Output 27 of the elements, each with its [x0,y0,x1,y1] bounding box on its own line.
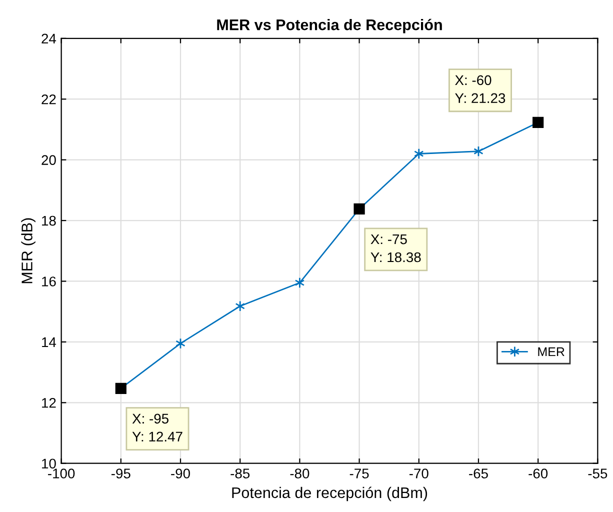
y-axis-title: MER (dB) [21,218,36,284]
x-tick-label: -85 [230,468,250,478]
x-tick-label: -100 [48,468,75,478]
x-tick-label: -75 [350,468,369,478]
y-tick-label: 16 [42,276,56,286]
x-tick-label: -80 [290,468,310,478]
legend-label: MER [538,347,564,356]
x-tick-label: -60 [528,468,548,478]
y-tick-label: 10 [42,458,56,469]
y-tick-label: 14 [42,337,56,347]
y-tick-label: 18 [42,216,56,226]
annotation: X: -95 Y: 12.47 [132,414,182,442]
point [414,148,424,160]
y-tick-label: 20 [42,155,56,165]
x-tick-label: -55 [588,468,608,478]
x-tick-label: -70 [409,468,428,478]
x-axis-title: Potencia de recepción (dBm) [232,486,428,502]
x-tick-label: -90 [171,468,190,478]
chart-title: MER vs Potencia de Recepción [217,18,442,34]
y-tick-label: 22 [42,94,56,104]
x-tick-label: -65 [469,468,488,478]
annotation: X: -60 Y: 21.23 [455,75,506,104]
y-tick-label: 12 [42,398,56,408]
annotation: X: -75 Y: 18.38 [370,234,421,262]
x-tick-label: -95 [111,468,130,478]
y-tick-label: 24 [42,34,56,44]
point [235,300,245,312]
